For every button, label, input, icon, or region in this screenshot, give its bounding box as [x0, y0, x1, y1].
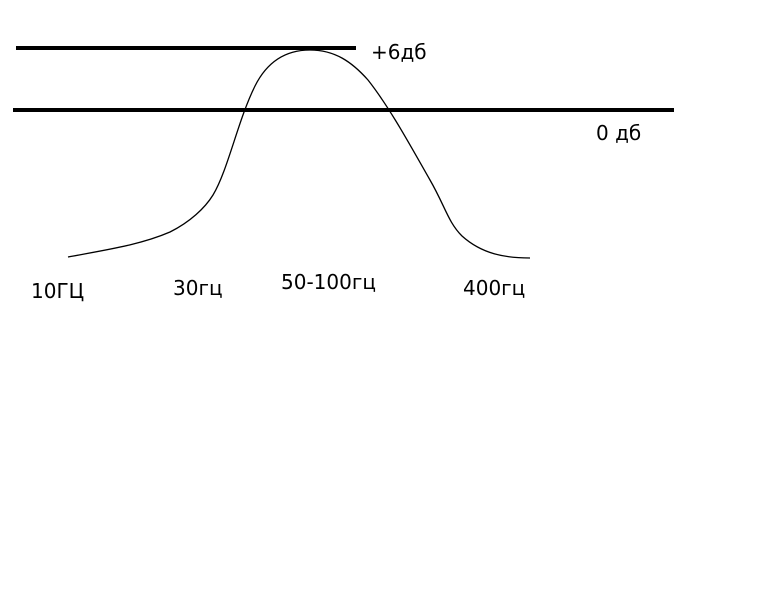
zero-db-label: 0 дб [596, 121, 642, 145]
freq-label-400hz: 400гц [463, 276, 526, 300]
plus-6db-label: +6дб [371, 40, 427, 64]
freq-label-10hz: 10ГЦ [31, 279, 85, 303]
freq-label-50-100hz: 50-100гц [281, 270, 376, 294]
freq-label-30hz: 30гц [173, 276, 223, 300]
response-curve [67, 49, 531, 259]
